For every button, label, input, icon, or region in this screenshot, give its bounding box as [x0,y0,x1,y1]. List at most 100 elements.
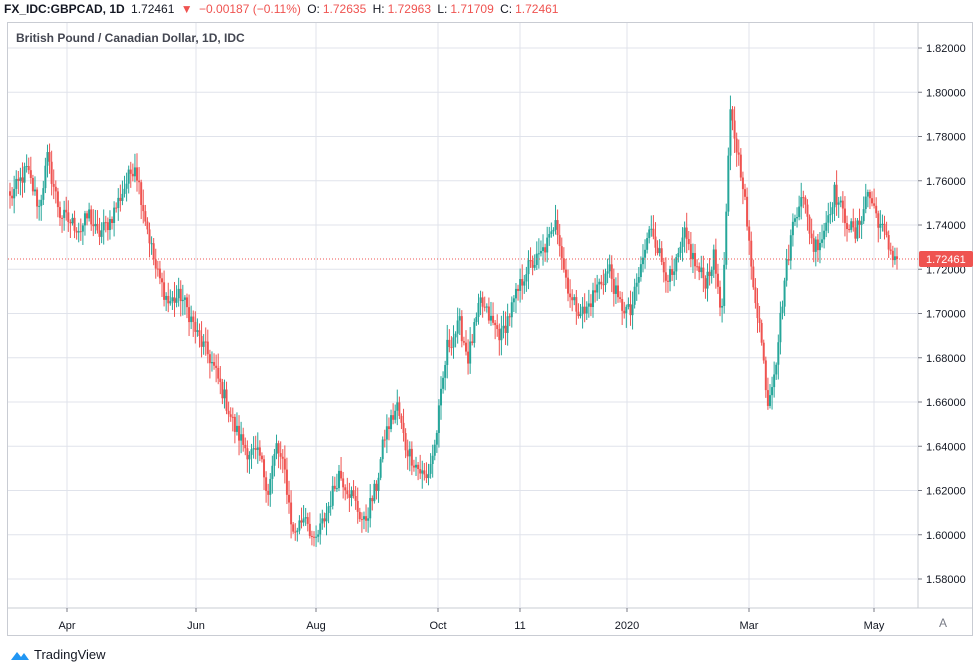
candle-body [675,257,678,272]
candle-body [762,342,765,361]
candle-body [337,470,340,489]
candle-body [269,478,272,495]
candle-body [410,448,413,466]
candle-body [42,188,45,200]
candles [9,95,898,547]
candle-body [129,169,132,174]
low-value: 1.71709 [450,2,494,16]
symbol-name[interactable]: FX_IDC:GBPCAD, 1D [4,2,125,16]
candle-body [63,209,66,218]
symbol-header: FX_IDC:GBPCAD, 1D 1.72461 ▼ −0.00187 (−0… [0,0,974,20]
candle-body [475,317,478,323]
candle-body [133,167,136,177]
candle-body [533,265,536,268]
candle-body [481,297,484,307]
candle-body [471,341,474,343]
candle-body [731,109,734,121]
candle-body [831,207,834,215]
candle-body [492,315,495,323]
candle-body [235,425,238,432]
candle-body [300,520,303,523]
candle-body [712,249,715,270]
candle-body [148,229,151,244]
candle-body [798,206,801,218]
candle-body [802,197,805,199]
candle-body [579,314,582,317]
candle-body [442,377,445,389]
candle-body [837,202,840,205]
candle-body [100,230,103,237]
y-tick-label: 1.72000 [926,264,966,276]
tradingview-brand[interactable]: TradingView [34,647,106,662]
candle-body [627,304,630,307]
candle-body [38,205,41,207]
candle-body [581,306,584,315]
candle-body [514,288,517,299]
candle-body [113,207,116,224]
candle-body [843,208,846,224]
candle-body [394,410,397,420]
candle-body [750,240,753,267]
candle-body [227,410,230,415]
candle-body [721,305,724,308]
candle-body [456,320,459,334]
candle-body [248,454,251,460]
candle-body [598,281,601,285]
candle-body [654,236,657,248]
candle-body [683,227,686,238]
candle-body [587,303,590,307]
candle-body [791,221,794,236]
y-tick-label: 1.68000 [926,353,966,365]
candle-body [321,518,324,524]
candle-body [733,120,736,139]
candle-body [694,252,697,267]
candle-body [562,258,565,270]
candle-body [273,454,276,466]
candle-body [390,415,393,430]
candle-body [744,189,747,197]
candle-body [754,287,757,304]
candle-body [525,274,528,282]
candle-body [202,341,205,347]
candle-body [46,152,49,166]
candle-body [619,297,622,299]
grid-lines [8,23,972,609]
candle-body [127,169,130,184]
candle-body [454,333,457,338]
y-tick-label: 1.74000 [926,220,966,232]
candle-body [431,455,434,465]
candle-body [868,192,871,199]
candle-body [40,199,43,206]
candle-body [606,271,609,274]
candle-body [783,280,786,307]
candle-body [233,416,236,432]
candle-body [748,226,751,241]
time-axis[interactable]: Apr Jun Aug Oct 11 2020 Mar May [58,608,885,632]
candle-body [671,269,674,275]
candle-body [681,237,684,247]
candle-body [689,244,692,260]
candle-body [13,188,16,199]
candle-body [846,223,849,230]
candle-body [83,213,86,226]
x-tick-label: 2020 [615,620,639,632]
candle-body [9,191,11,196]
autoscale-button[interactable]: A [938,616,947,630]
candle-body [327,506,330,514]
candle-body [787,259,790,261]
candle-body [392,415,395,420]
candle-body [192,316,195,322]
candle-body [612,278,615,294]
candle-body [206,341,209,355]
candle-body [335,488,338,490]
candle-body [375,483,378,491]
candle-body [44,165,47,189]
x-tick-label: Aug [306,620,326,632]
candle-body [542,247,545,252]
price-axis[interactable]: 1.82000 1.80000 1.78000 1.76000 1.74000 1.720… [918,43,966,586]
candle-body [404,433,407,451]
candle-body [131,173,134,177]
candle-body [200,336,203,347]
candle-body [460,316,463,342]
